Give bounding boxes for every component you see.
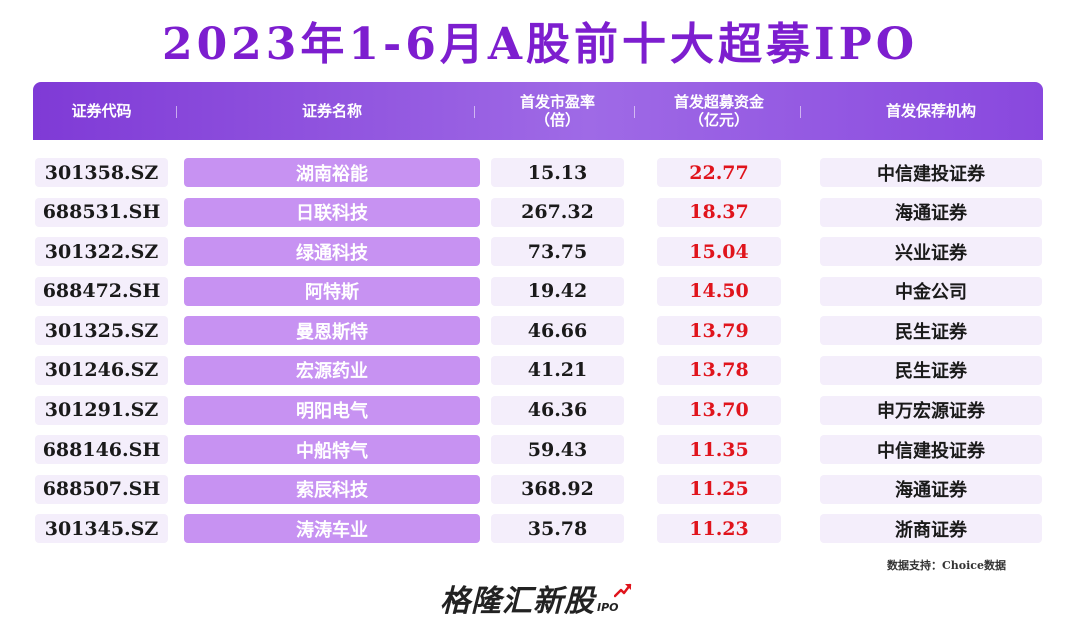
cell-pe: 46.36 bbox=[491, 395, 624, 425]
header-pe-line2: （倍） bbox=[534, 111, 580, 129]
header-code-label: 证券代码 bbox=[71, 102, 132, 120]
cell-code: 301358.SZ bbox=[35, 158, 168, 187]
cell-fund: 11.23 bbox=[657, 514, 781, 544]
cell-inst: 申万宏源证券 bbox=[820, 395, 1042, 425]
cell-name: 明阳电气 bbox=[184, 395, 480, 425]
cell-fund: 18.37 bbox=[657, 197, 781, 227]
cell-name: 索辰科技 bbox=[184, 474, 480, 504]
cell-fund: 15.04 bbox=[657, 237, 781, 267]
cell-name: 阿特斯 bbox=[184, 276, 480, 306]
cell-code: 301322.SZ bbox=[35, 237, 168, 267]
cell-name: 曼恩斯特 bbox=[184, 316, 480, 346]
cell-name: 涛涛车业 bbox=[184, 514, 480, 544]
cell-pe: 35.78 bbox=[491, 514, 624, 544]
cell-inst: 中金公司 bbox=[820, 276, 1042, 306]
cell-inst: 海通证券 bbox=[820, 197, 1042, 227]
cell-fund: 13.79 bbox=[657, 316, 781, 346]
header-pe: 首发市盈率 （倍） bbox=[491, 82, 624, 140]
cell-fund: 22.77 bbox=[657, 158, 781, 187]
header-inst: 首发保荐机构 bbox=[820, 82, 1042, 140]
table-row: 688472.SH 阿特斯 19.42 14.50 中金公司 bbox=[33, 273, 1043, 313]
table-row: 688146.SH 中船特气 59.43 11.35 中信建投证券 bbox=[33, 431, 1043, 471]
data-source-note: 数据支持：Choice数据 bbox=[887, 559, 1006, 572]
cell-name: 中船特气 bbox=[184, 435, 480, 465]
table-row: 301325.SZ 曼恩斯特 46.66 13.79 民生证券 bbox=[33, 312, 1043, 352]
cell-inst: 浙商证券 bbox=[820, 514, 1042, 544]
cell-pe: 46.66 bbox=[491, 316, 624, 346]
cell-fund: 11.35 bbox=[657, 435, 781, 465]
cell-pe: 15.13 bbox=[491, 158, 624, 187]
cell-code: 301291.SZ bbox=[35, 395, 168, 425]
cell-fund: 14.50 bbox=[657, 276, 781, 306]
cell-pe: 59.43 bbox=[491, 435, 624, 465]
header-divider bbox=[800, 106, 801, 118]
page-title: 2023年1-6月A股前十大超募IPO bbox=[161, 19, 919, 70]
cell-code: 301325.SZ bbox=[35, 316, 168, 346]
brand-logo: 格隆汇新股 IPO bbox=[440, 580, 632, 620]
cell-pe: 368.92 bbox=[491, 474, 624, 504]
cell-code: 688472.SH bbox=[35, 276, 168, 306]
cell-pe: 73.75 bbox=[491, 237, 624, 267]
table-row: 688507.SH 索辰科技 368.92 11.25 海通证券 bbox=[33, 471, 1043, 511]
cell-inst: 民生证券 bbox=[820, 316, 1042, 346]
ipo-table: 证券代码 证券名称 首发市盈率 （倍） 首发超募资金 （亿元） 首发保荐机构 3… bbox=[33, 82, 1043, 550]
cell-code: 688507.SH bbox=[35, 474, 168, 504]
brand-sub: IPO bbox=[597, 601, 619, 614]
header-fund-line2: （亿元） bbox=[688, 111, 749, 129]
table-row: 301358.SZ 湖南裕能 15.13 22.77 中信建投证券 bbox=[33, 154, 1043, 194]
brand-name: 格隆汇新股 bbox=[440, 584, 595, 619]
header-pe-line1: 首发市盈率 bbox=[519, 93, 595, 111]
cell-code: 688531.SH bbox=[35, 197, 168, 227]
cell-inst: 中信建投证券 bbox=[820, 158, 1042, 187]
table-row: 301322.SZ 绿通科技 73.75 15.04 兴业证券 bbox=[33, 233, 1043, 273]
table-body: 301358.SZ 湖南裕能 15.13 22.77 中信建投证券 688531… bbox=[33, 140, 1043, 550]
header-code: 证券代码 bbox=[35, 82, 168, 140]
header-name: 证券名称 bbox=[184, 82, 480, 140]
header-fund: 首发超募资金 （亿元） bbox=[647, 82, 791, 140]
cell-inst: 海通证券 bbox=[820, 474, 1042, 504]
cell-code: 301345.SZ bbox=[35, 514, 168, 544]
cell-pe: 19.42 bbox=[491, 276, 624, 306]
cell-name: 湖南裕能 bbox=[184, 158, 480, 187]
cell-inst: 中信建投证券 bbox=[820, 435, 1042, 465]
header-divider bbox=[634, 106, 635, 118]
header-divider bbox=[474, 106, 475, 118]
cell-name: 绿通科技 bbox=[184, 237, 480, 267]
cell-fund: 11.25 bbox=[657, 474, 781, 504]
cell-name: 日联科技 bbox=[184, 197, 480, 227]
cell-name: 宏源药业 bbox=[184, 355, 480, 385]
header-fund-line1: 首发超募资金 bbox=[673, 93, 764, 111]
cell-code: 301246.SZ bbox=[35, 355, 168, 385]
table-row: 301345.SZ 涛涛车业 35.78 11.23 浙商证券 bbox=[33, 510, 1043, 550]
table-header: 证券代码 证券名称 首发市盈率 （倍） 首发超募资金 （亿元） 首发保荐机构 bbox=[33, 82, 1043, 140]
header-name-label: 证券名称 bbox=[301, 102, 362, 120]
table-row: 301246.SZ 宏源药业 41.21 13.78 民生证券 bbox=[33, 352, 1043, 392]
table-row: 301291.SZ 明阳电气 46.36 13.70 申万宏源证券 bbox=[33, 392, 1043, 432]
header-inst-label: 首发保荐机构 bbox=[885, 102, 976, 120]
cell-fund: 13.70 bbox=[657, 395, 781, 425]
cell-pe: 267.32 bbox=[491, 197, 624, 227]
cell-fund: 13.78 bbox=[657, 355, 781, 385]
cell-inst: 兴业证券 bbox=[820, 237, 1042, 267]
cell-pe: 41.21 bbox=[491, 355, 624, 385]
cell-code: 688146.SH bbox=[35, 435, 168, 465]
table-row: 688531.SH 日联科技 267.32 18.37 海通证券 bbox=[33, 194, 1043, 234]
cell-inst: 民生证券 bbox=[820, 355, 1042, 385]
rising-arrow-icon bbox=[614, 583, 632, 598]
header-divider bbox=[176, 106, 177, 118]
